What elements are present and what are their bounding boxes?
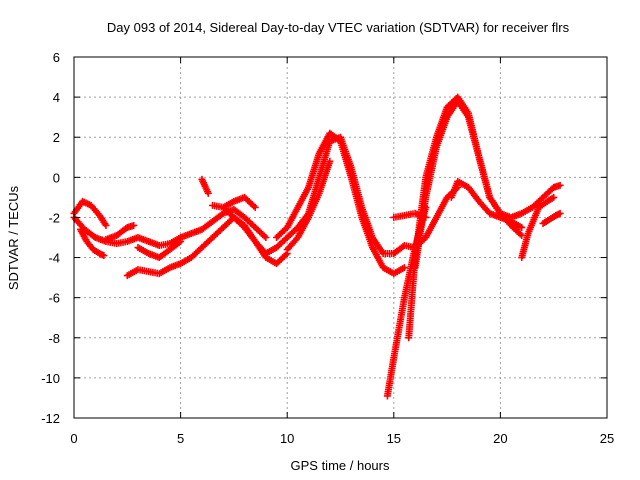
y-tick-label: 2 [53,130,60,145]
data-point [260,232,268,240]
y-axis-label: SDTVAR / TECUs [6,185,21,290]
series-trace-6 [134,238,185,262]
x-tick-label: 15 [387,431,401,446]
x-tick-label: 10 [280,431,294,446]
plot-frame [73,56,608,419]
y-tick-labels: -12 -10 -8 -6 -4 -2 0 2 4 6 [41,50,60,426]
y-tick-label: 4 [53,90,60,105]
data-point [518,223,526,231]
data-point [204,189,212,197]
y-tick-label: -2 [48,210,60,225]
series-trace-1 [70,197,110,229]
series-trace-2 [70,205,270,250]
data-point [130,221,138,229]
y-tick-label: -4 [48,251,60,266]
chart-title: Day 093 of 2014, Sidereal Day-to-day VTE… [107,20,570,35]
data-point [250,202,258,210]
series-trace-5 [123,213,291,280]
data-point [102,221,110,229]
y-tick-label: -6 [48,291,60,306]
data-point [556,181,564,189]
data-point [251,203,259,211]
y-tick-label: 6 [53,50,60,65]
x-tick-label: 0 [70,431,77,446]
axis-ticks [73,56,608,419]
data-point [518,231,526,239]
data-point [262,234,270,241]
series-trace-18 [539,209,564,227]
y-tick-label: -12 [41,411,60,426]
y-tick-label: -8 [48,331,60,346]
data-point [550,193,558,201]
data-point [326,157,334,165]
x-tick-label: 5 [177,431,184,446]
data-point [400,264,408,272]
series-trace-7 [198,175,212,197]
series-trace-3 [76,225,108,260]
series-trace-16 [447,177,526,231]
x-tick-label: 25 [600,431,614,446]
y-tick-label: 0 [53,170,60,185]
series-trace-4 [102,221,138,244]
series-trace-17 [518,193,558,262]
series-trace-15 [411,97,526,272]
series-trace-11 [283,157,334,254]
x-axis-label: GPS time / hours [291,458,390,473]
x-tick-labels: 0 5 10 15 20 25 [70,431,614,446]
data-point [175,239,183,247]
data-point [177,238,185,246]
series-trace-10 [273,129,408,278]
data-point [282,251,290,259]
x-tick-label: 20 [493,431,507,446]
data-point [100,252,108,260]
data-point [516,230,524,238]
y-tick-label: -10 [41,371,60,386]
data-marks [70,93,564,400]
data-point [556,209,564,217]
